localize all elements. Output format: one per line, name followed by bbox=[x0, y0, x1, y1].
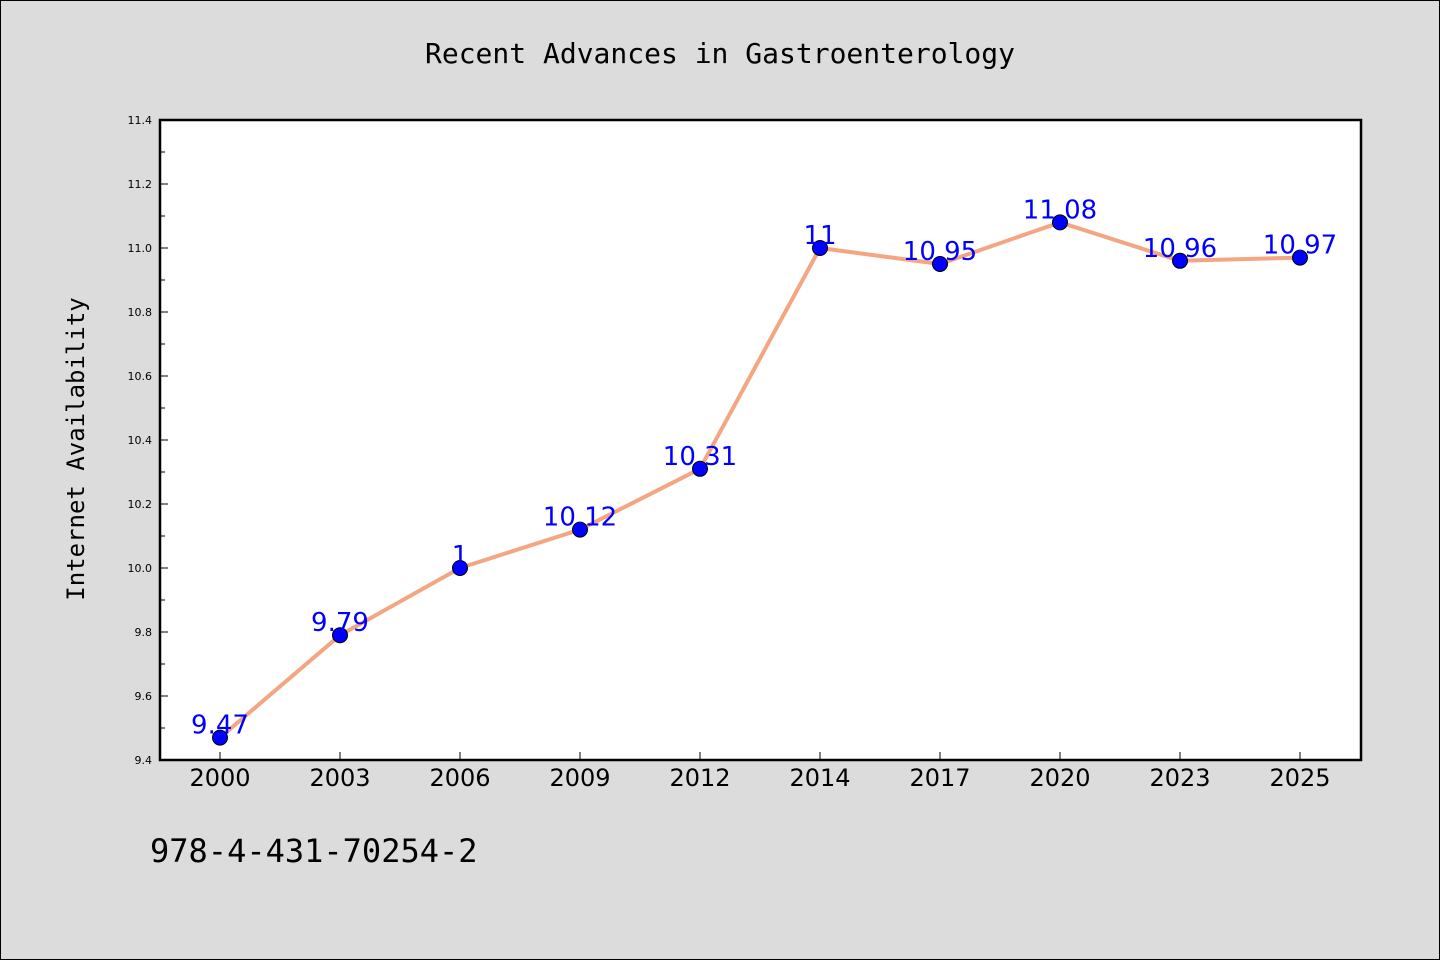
data-label: 9.79 bbox=[311, 608, 369, 638]
y-tick-label: 11.2 bbox=[128, 178, 153, 191]
y-tick-label: 11.0 bbox=[128, 242, 153, 255]
data-point bbox=[452, 560, 468, 576]
x-tick-label: 2009 bbox=[549, 764, 610, 792]
x-tick-label: 2012 bbox=[669, 764, 730, 792]
x-tick-label: 2006 bbox=[429, 764, 490, 792]
data-point bbox=[572, 521, 588, 538]
data-label: 11.08 bbox=[1023, 195, 1097, 225]
x-tick-label: 2017 bbox=[909, 764, 970, 792]
x-tick-label: 2014 bbox=[789, 764, 850, 792]
data-label: 1 bbox=[452, 541, 469, 571]
data-point bbox=[332, 627, 348, 644]
series-layer: 9.47 9.79 1 10.12 10.31 11 10.95 11.08 10.96 10.9… bbox=[191, 195, 1337, 746]
chart-title: Recent Advances in Gastroenterology bbox=[425, 37, 1015, 70]
data-label: 10.96 bbox=[1143, 234, 1217, 264]
data-label: 10.31 bbox=[663, 442, 737, 472]
data-label: 10.97 bbox=[1263, 231, 1337, 261]
y-tick-label: 9.4 bbox=[135, 754, 153, 767]
y-tick-label: 10.6 bbox=[128, 370, 153, 383]
data-label: 11 bbox=[803, 221, 836, 251]
data-label: 10.12 bbox=[543, 503, 617, 533]
x-axis: 2000 2003 2006 2009 2012 2014 2017 2020 2023 2025 bbox=[189, 752, 1331, 792]
y-axis-label: Internet Availability bbox=[62, 297, 90, 600]
data-point bbox=[812, 240, 828, 256]
y-tick-label: 10.0 bbox=[128, 562, 153, 575]
x-tick-label: 2020 bbox=[1029, 764, 1090, 792]
data-label: 9.47 bbox=[191, 711, 249, 741]
plot-area bbox=[160, 120, 1361, 760]
y-tick-label: 9.6 bbox=[135, 690, 153, 703]
data-point bbox=[692, 460, 708, 477]
data-point bbox=[1292, 249, 1308, 266]
x-tick-label: 2025 bbox=[1269, 764, 1330, 792]
data-point bbox=[932, 256, 948, 272]
series-line bbox=[218, 220, 1301, 740]
x-tick-label: 2000 bbox=[189, 764, 250, 792]
isbn-text: 978-4-431-70254-2 bbox=[150, 832, 478, 870]
y-tick-label: 10.8 bbox=[128, 306, 153, 319]
x-tick-label: 2003 bbox=[309, 764, 370, 792]
y-tick-label: 10.4 bbox=[128, 434, 153, 447]
data-point bbox=[1052, 214, 1068, 231]
data-point bbox=[212, 729, 228, 746]
y-tick-label: 10.2 bbox=[128, 498, 153, 511]
y-tick-label: 9.8 bbox=[135, 626, 153, 639]
data-point bbox=[1172, 252, 1188, 269]
y-axis: 9.4 9.6 9.8 10.0 10.2 10.4 10.6 10.8 11.0 11.2 11.… bbox=[128, 114, 168, 767]
plot-border bbox=[158, 118, 1363, 762]
x-tick-label: 2023 bbox=[1149, 764, 1210, 792]
y-tick-label: 11.4 bbox=[128, 114, 153, 127]
data-label: 10.95 bbox=[903, 237, 977, 267]
